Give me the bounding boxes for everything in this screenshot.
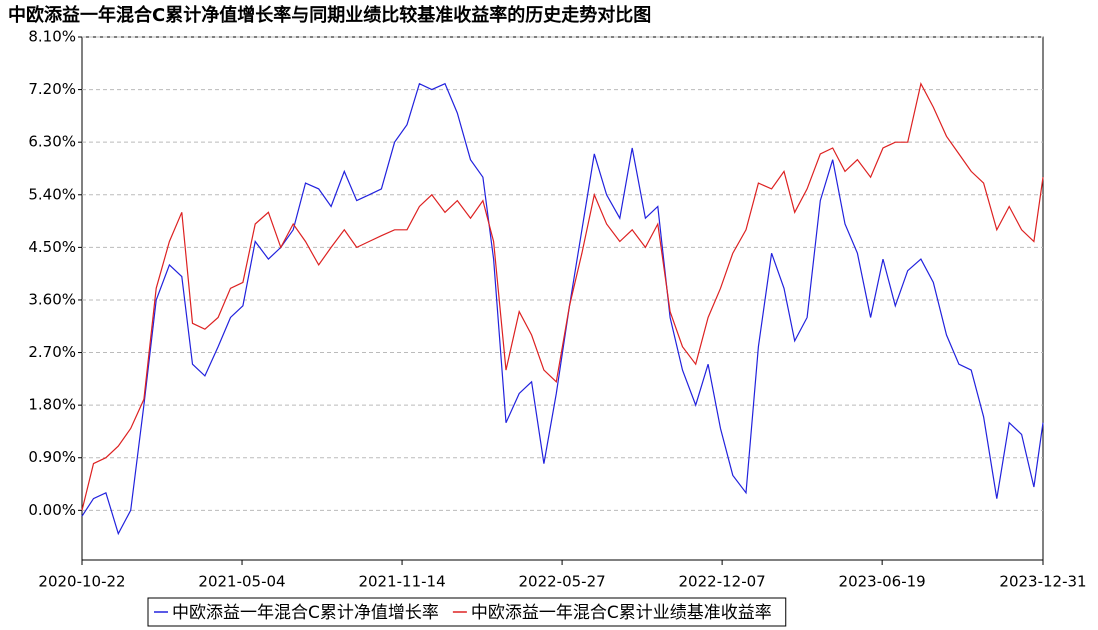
y-tick-label: 1.80% — [28, 396, 76, 414]
x-tick-label: 2021-11-14 — [358, 573, 445, 591]
legend-label: 中欧添益一年混合C累计业绩基准收益率 — [471, 603, 772, 623]
series-line — [81, 82, 1044, 536]
y-tick-label: 2.70% — [28, 343, 76, 361]
y-tick-label: 4.50% — [28, 238, 76, 256]
x-tick-label: 2021-05-04 — [198, 573, 285, 591]
y-tick-label: 6.30% — [28, 133, 76, 151]
y-tick-label: 8.10% — [28, 28, 76, 46]
y-tick-label: 5.40% — [28, 185, 76, 203]
chart-title: 中欧添益一年混合C累计净值增长率与同期业绩比较基准收益率的历史走势对比图 — [8, 4, 651, 26]
y-tick-label: 0.90% — [28, 448, 76, 466]
x-tick-label: 2023-12-31 — [999, 573, 1086, 591]
series-line — [81, 81, 1044, 511]
y-tick-label: 3.60% — [28, 290, 76, 308]
y-tick-label: 7.20% — [28, 80, 76, 98]
x-tick-label: 2022-12-07 — [679, 573, 766, 591]
x-tick-label: 2023-06-19 — [839, 573, 926, 591]
x-tick-label: 2020-10-22 — [38, 573, 125, 591]
x-tick-label: 2022-05-27 — [518, 573, 605, 591]
legend-label: 中欧添益一年混合C累计净值增长率 — [172, 603, 439, 623]
y-tick-label: 0.00% — [28, 501, 76, 519]
